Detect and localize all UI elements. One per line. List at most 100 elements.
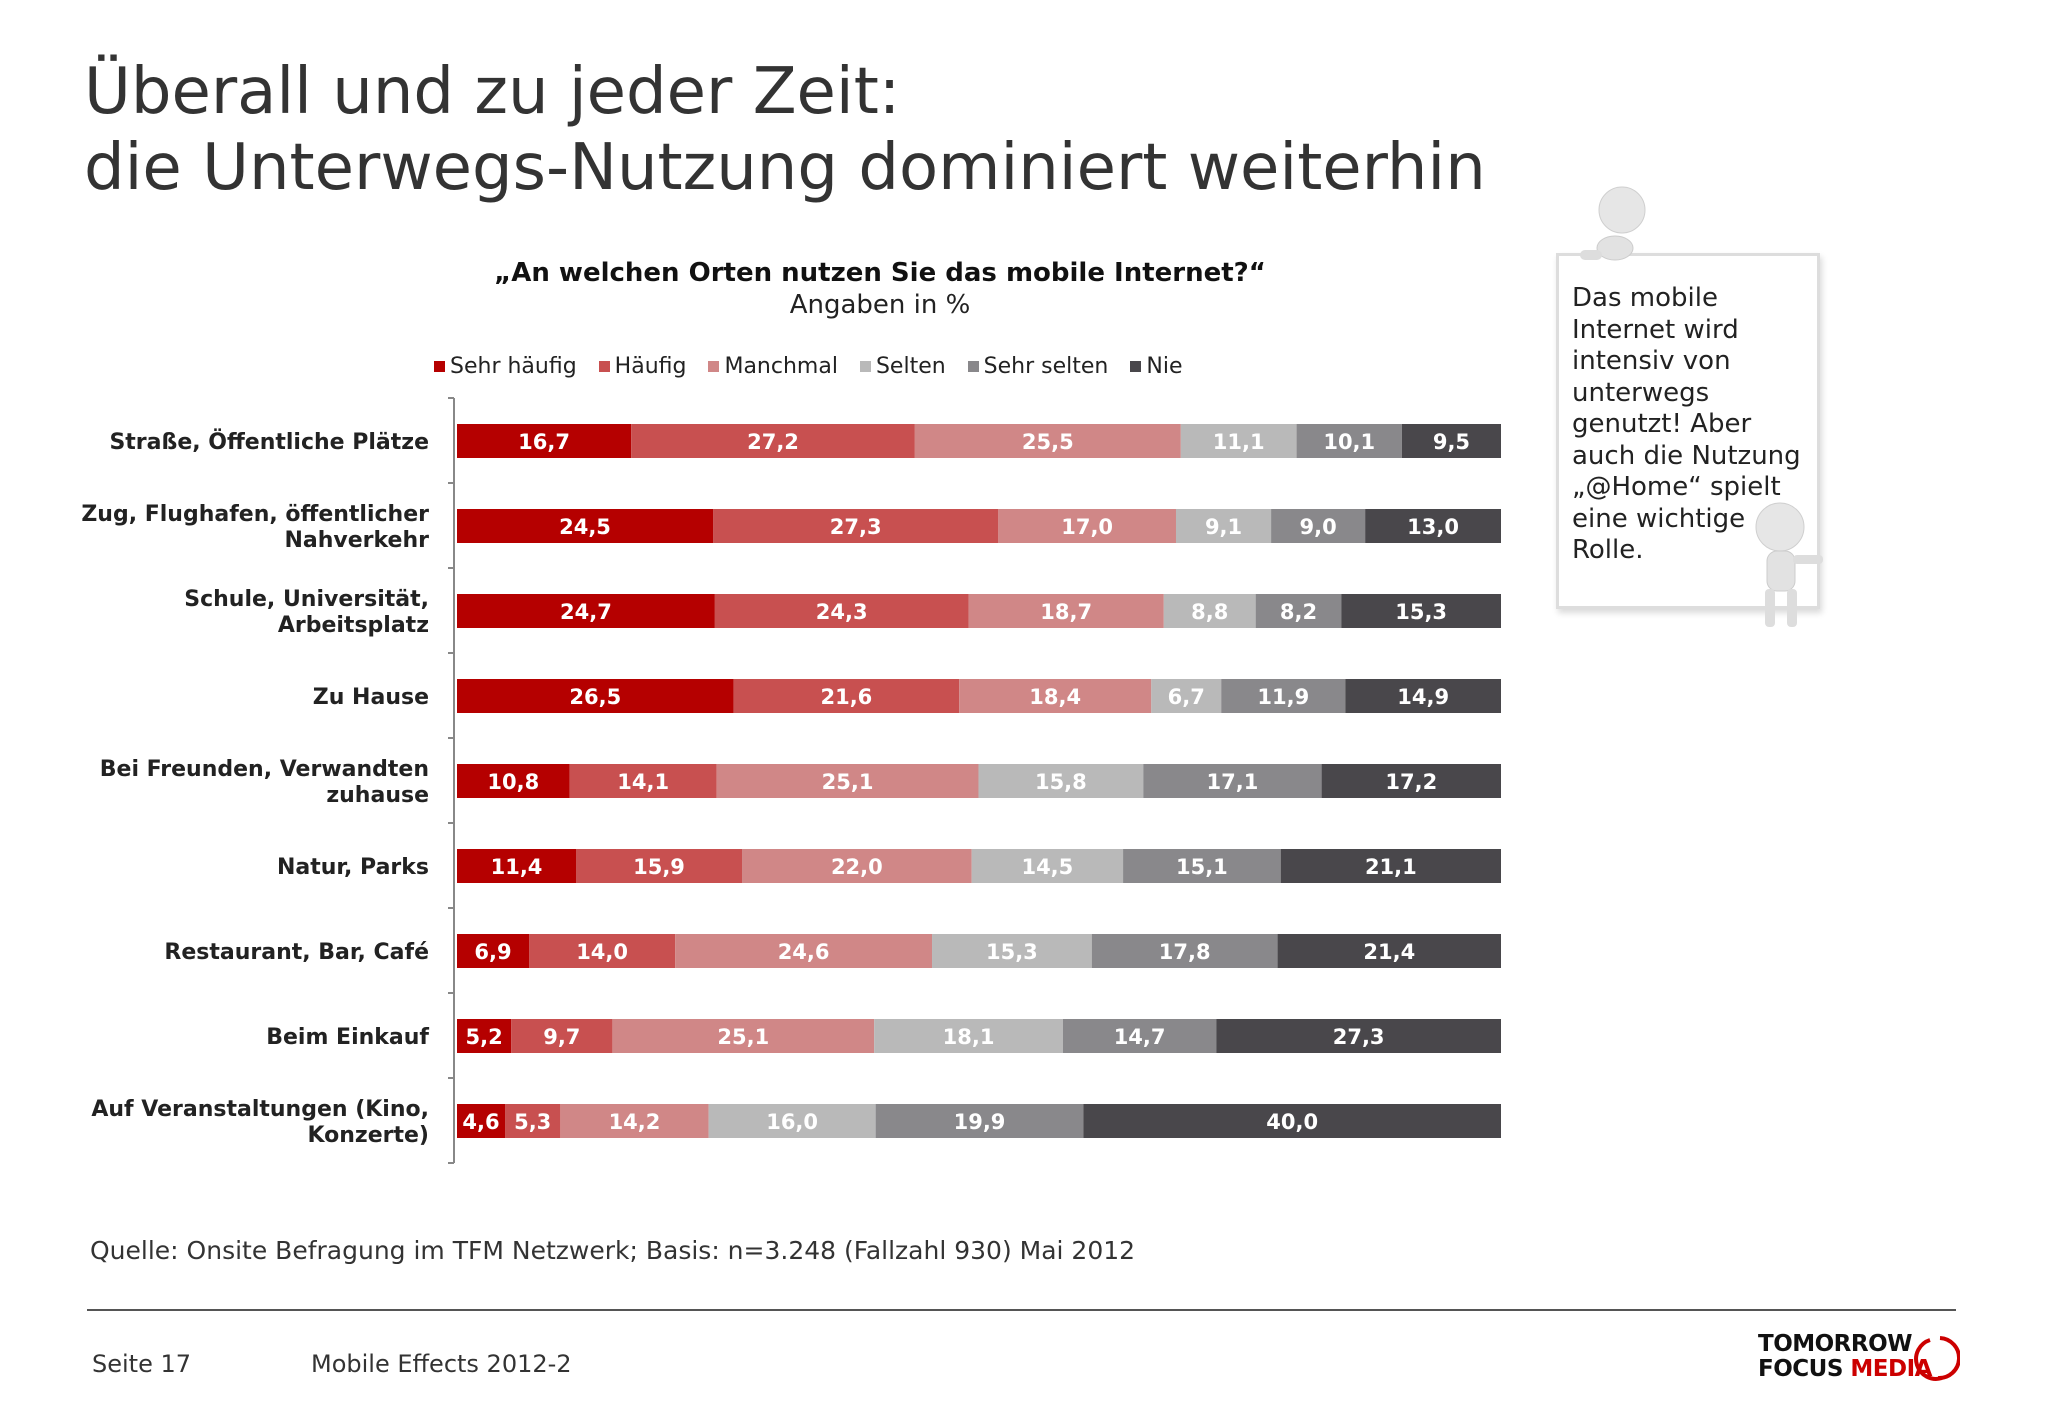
bar-segment <box>1163 594 1256 628</box>
data-label: 25,5 <box>1022 430 1074 454</box>
data-label: 17,1 <box>1207 770 1259 794</box>
logo-focus: FOCUS <box>1758 1356 1843 1382</box>
bar-segment <box>959 679 1152 713</box>
bar-segment <box>1271 509 1366 543</box>
data-label: 24,5 <box>559 515 611 539</box>
bar-segment <box>971 849 1124 883</box>
category-label: Bei Freunden, Verwandten <box>100 757 429 782</box>
bar-segment <box>1221 679 1346 713</box>
data-label: 13,0 <box>1407 515 1459 539</box>
data-label: 6,9 <box>474 940 511 964</box>
data-label: 15,3 <box>986 940 1038 964</box>
data-label: 17,2 <box>1385 770 1437 794</box>
data-label: 14,2 <box>609 1110 661 1134</box>
bar-segment <box>1151 679 1222 713</box>
bar-segment <box>733 679 960 713</box>
category-label: Schule, Universität, <box>184 587 429 612</box>
bar-segment <box>1083 1104 1501 1138</box>
bar-segment <box>932 934 1092 968</box>
logo-ring-icon <box>1914 1336 1960 1381</box>
data-label: 8,8 <box>1191 600 1228 624</box>
data-label: 14,1 <box>617 770 669 794</box>
data-label: 27,3 <box>1333 1025 1385 1049</box>
category-label: Arbeitsplatz <box>278 613 429 638</box>
bar-segment <box>675 934 933 968</box>
data-label: 9,5 <box>1433 430 1470 454</box>
bar-segment <box>1216 1019 1501 1053</box>
bar-segment <box>716 764 979 798</box>
data-label: 14,5 <box>1021 855 1073 879</box>
bar-segment <box>1365 509 1501 543</box>
data-label: 18,4 <box>1029 685 1081 709</box>
data-label: 11,9 <box>1257 685 1309 709</box>
data-label: 15,3 <box>1395 600 1447 624</box>
bar-segment <box>457 424 632 458</box>
bar-segment <box>1091 934 1278 968</box>
bar-segment <box>457 594 715 628</box>
data-label: 40,0 <box>1266 1110 1318 1134</box>
data-label: 15,1 <box>1176 855 1228 879</box>
data-label: 16,0 <box>766 1110 818 1134</box>
chart-title: „An welchen Orten nutzen Sie das mobile … <box>494 258 1266 288</box>
data-label: 5,2 <box>466 1025 503 1049</box>
data-label: 15,8 <box>1035 770 1087 794</box>
data-label: 4,6 <box>462 1110 499 1134</box>
document-name: Mobile Effects 2012-2 <box>311 1350 572 1378</box>
data-label: 24,3 <box>816 600 868 624</box>
data-label: 9,1 <box>1205 515 1242 539</box>
bar-segment <box>1401 424 1501 458</box>
bar-segment <box>1143 764 1322 798</box>
data-label: 26,5 <box>569 685 621 709</box>
legend-swatch <box>1130 361 1142 372</box>
bar-segment <box>1280 849 1501 883</box>
category-label: Straße, Öffentliche Plätze <box>109 429 429 455</box>
bar-segment <box>457 764 570 798</box>
data-label: 14,0 <box>576 940 628 964</box>
legend-item: Sehr selten <box>967 354 1108 379</box>
data-label: 25,1 <box>717 1025 769 1049</box>
bar-segment <box>874 1019 1063 1053</box>
data-label: 10,1 <box>1323 430 1375 454</box>
bar-segment <box>1296 424 1402 458</box>
bar-segment <box>631 424 915 458</box>
data-label: 15,9 <box>633 855 685 879</box>
bar-segment <box>1175 509 1272 543</box>
data-label: 24,6 <box>778 940 830 964</box>
data-label: 27,3 <box>830 515 882 539</box>
bar-segment <box>457 934 530 968</box>
bar-segment <box>576 849 743 883</box>
bar-segment <box>1345 679 1501 713</box>
bar-segment <box>569 764 717 798</box>
data-label: 21,1 <box>1365 855 1417 879</box>
category-label: Zu Hause <box>313 685 429 710</box>
legend-item: Selten <box>859 354 946 379</box>
legend-swatch <box>859 361 871 372</box>
legend-label: Sehr häufig <box>450 354 577 379</box>
legend-label: Manchmal <box>724 354 838 379</box>
bar-segment <box>1255 594 1342 628</box>
data-label: 8,2 <box>1280 600 1317 624</box>
data-label: 5,3 <box>514 1110 551 1134</box>
data-label: 18,1 <box>943 1025 995 1049</box>
legend-swatch <box>967 361 979 372</box>
data-label: 18,7 <box>1040 600 1092 624</box>
bar-segment <box>511 1019 613 1053</box>
legend-item: Nie <box>1130 354 1182 379</box>
bar-segment <box>457 679 734 713</box>
bar-segment <box>914 424 1181 458</box>
category-label: Zug, Flughafen, öffentlicher <box>81 502 429 527</box>
company-logo: TOMORROW FOCUS MEDIA <box>1758 1332 1932 1382</box>
logo-line-1: TOMORROW <box>1758 1331 1913 1357</box>
category-label: Konzerte) <box>307 1123 429 1148</box>
category-label: zuhause <box>326 783 429 808</box>
source-note: Quelle: Onsite Befragung im TFM Netzwerk… <box>90 1236 1136 1265</box>
legend-swatch <box>434 361 445 372</box>
bar-segment <box>968 594 1164 628</box>
bar-segment <box>998 509 1176 543</box>
bar-segment <box>457 849 577 883</box>
legend-label: Häufig <box>614 354 687 379</box>
bar-segment <box>742 849 972 883</box>
data-label: 22,0 <box>831 855 883 879</box>
page-title: Überall und zu jeder Zeit: die Unterwegs… <box>84 54 1486 206</box>
